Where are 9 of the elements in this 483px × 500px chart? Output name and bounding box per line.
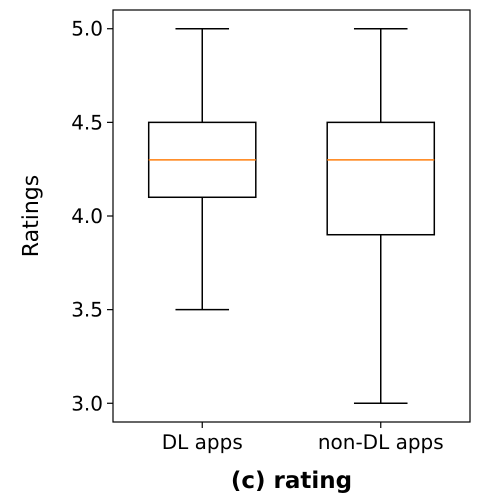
x-tick-label: non-DL apps: [318, 430, 444, 454]
x-tick-label: DL apps: [162, 430, 243, 454]
y-tick-label: 3.5: [71, 298, 103, 322]
y-tick-label: 4.0: [71, 204, 103, 228]
y-tick-label: 3.0: [71, 391, 103, 416]
text: (c) rating: [230, 468, 352, 494]
y-tick-label: 5.0: [71, 16, 103, 41]
y-tick-label: 4.5: [71, 110, 103, 134]
y-axis-title: Ratings: [19, 174, 44, 258]
